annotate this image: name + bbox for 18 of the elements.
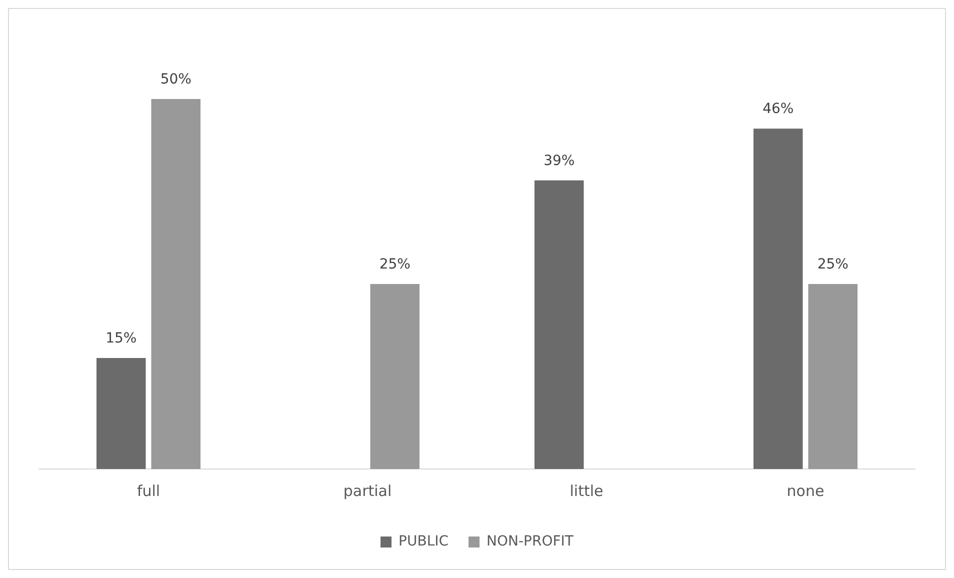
x-tick-label: little [570, 482, 604, 500]
bar [808, 284, 858, 469]
bar [753, 128, 803, 469]
data-label: 50% [160, 72, 192, 88]
data-label: 46% [762, 101, 794, 118]
x-tick-label: full [136, 482, 160, 500]
data-label: 25% [379, 256, 410, 273]
bar [96, 358, 146, 469]
data-label: 25% [817, 256, 848, 273]
legend-label: NON-PROFIT [486, 534, 574, 550]
bar [534, 180, 584, 469]
bar [370, 284, 420, 469]
data-label: 15% [106, 330, 137, 347]
data-label: 39% [544, 153, 575, 170]
bar [151, 99, 201, 469]
x-tick-label: none [786, 482, 824, 500]
legend-label: PUBLIC [398, 534, 449, 550]
x-tick-label: partial [343, 482, 392, 500]
